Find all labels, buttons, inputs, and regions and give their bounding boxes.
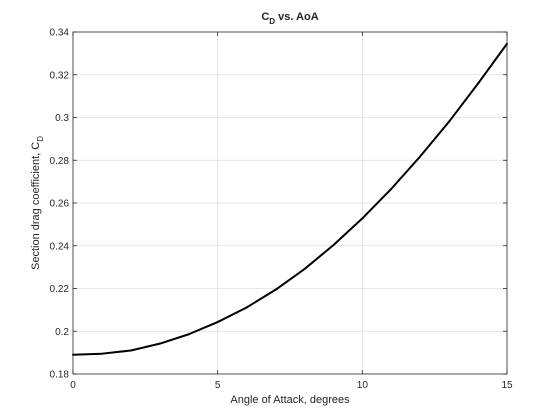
data-point (216, 321, 219, 324)
grid (73, 32, 507, 374)
series-group (72, 42, 508, 356)
chart-title: CD vs. AoA (261, 11, 318, 26)
chart-title-main: C (261, 11, 269, 23)
y-tick-label: 0.34 (50, 28, 70, 39)
y-tick-label: 0.2 (55, 327, 69, 338)
data-point (419, 155, 422, 158)
data-point (332, 244, 335, 247)
x-tick-label: 10 (357, 380, 369, 391)
x-axis-label: Angle of Attack, degrees (230, 394, 350, 406)
y-tick-label: 0.24 (50, 241, 70, 252)
y-tick-label: 0.26 (50, 199, 70, 210)
data-point (129, 349, 132, 352)
data-point (303, 268, 306, 271)
x-tick-label: 15 (501, 380, 513, 391)
y-tick-label: 0.3 (55, 113, 69, 124)
y-axis-label-main: Section drag coefficient, C (30, 142, 42, 270)
data-point (245, 306, 248, 309)
series-line (72, 43, 508, 356)
chart-title-rest: vs. AoA (275, 11, 319, 23)
data-point (390, 187, 393, 190)
data-point (448, 120, 451, 123)
y-tick-label: 0.18 (50, 370, 70, 381)
chart-title-subscript: D (269, 17, 275, 26)
data-point (187, 333, 190, 336)
y-tick-label: 0.28 (50, 156, 70, 167)
y-tick-label: 0.22 (50, 284, 70, 295)
data-point (477, 82, 480, 85)
y-axis-label-subscript: D (36, 136, 45, 142)
data-point (158, 342, 161, 345)
y-axis-ticks: 0.18 0.2 0.22 0.24 0.26 0.28 0.3 0.32 0.34 (50, 28, 507, 381)
y-tick-label: 0.32 (50, 70, 70, 81)
x-axis-ticks: 0 5 10 15 (70, 32, 513, 391)
data-point (100, 352, 103, 355)
data-point (274, 288, 277, 291)
y-axis-label: Section drag coefficient, CD (30, 136, 45, 270)
x-tick-label: 5 (215, 380, 221, 391)
x-tick-label: 0 (70, 380, 76, 391)
data-point (361, 217, 364, 220)
